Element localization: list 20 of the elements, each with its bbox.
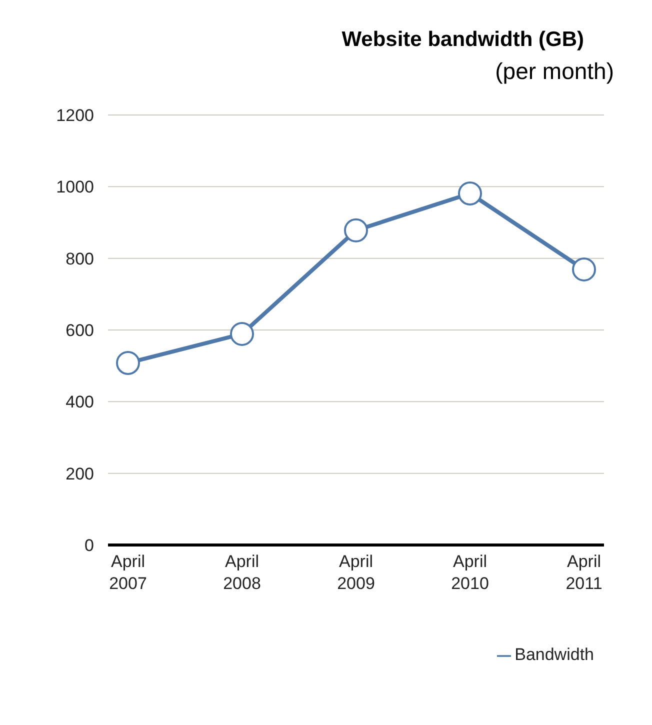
legend-label: Bandwidth	[514, 645, 594, 664]
point	[230, 322, 254, 346]
y-tick-label: 0	[84, 536, 94, 556]
point	[458, 181, 482, 206]
chart-title: Website bandwidth (GB)	[340, 28, 585, 52]
y-tick-label: 600	[66, 321, 94, 340]
x-tick-label: April 2009	[337, 552, 375, 593]
point	[344, 218, 368, 242]
point	[116, 350, 140, 375]
y-tick-label: 400	[66, 392, 94, 412]
chart-subtitle: (per month)	[494, 58, 614, 85]
x-tick-label: April 2011	[566, 552, 602, 593]
point	[572, 257, 596, 282]
y-tick-label: 1200	[56, 106, 94, 126]
x-tick-label: April 2010	[451, 552, 489, 593]
y-tick-label: 1000	[56, 178, 94, 197]
x-tick-label: April 2007	[109, 552, 147, 593]
x-tick-label: April 2008	[223, 552, 261, 593]
y-tick-label: 200	[66, 464, 94, 484]
y-tick-label: 800	[66, 249, 94, 268]
